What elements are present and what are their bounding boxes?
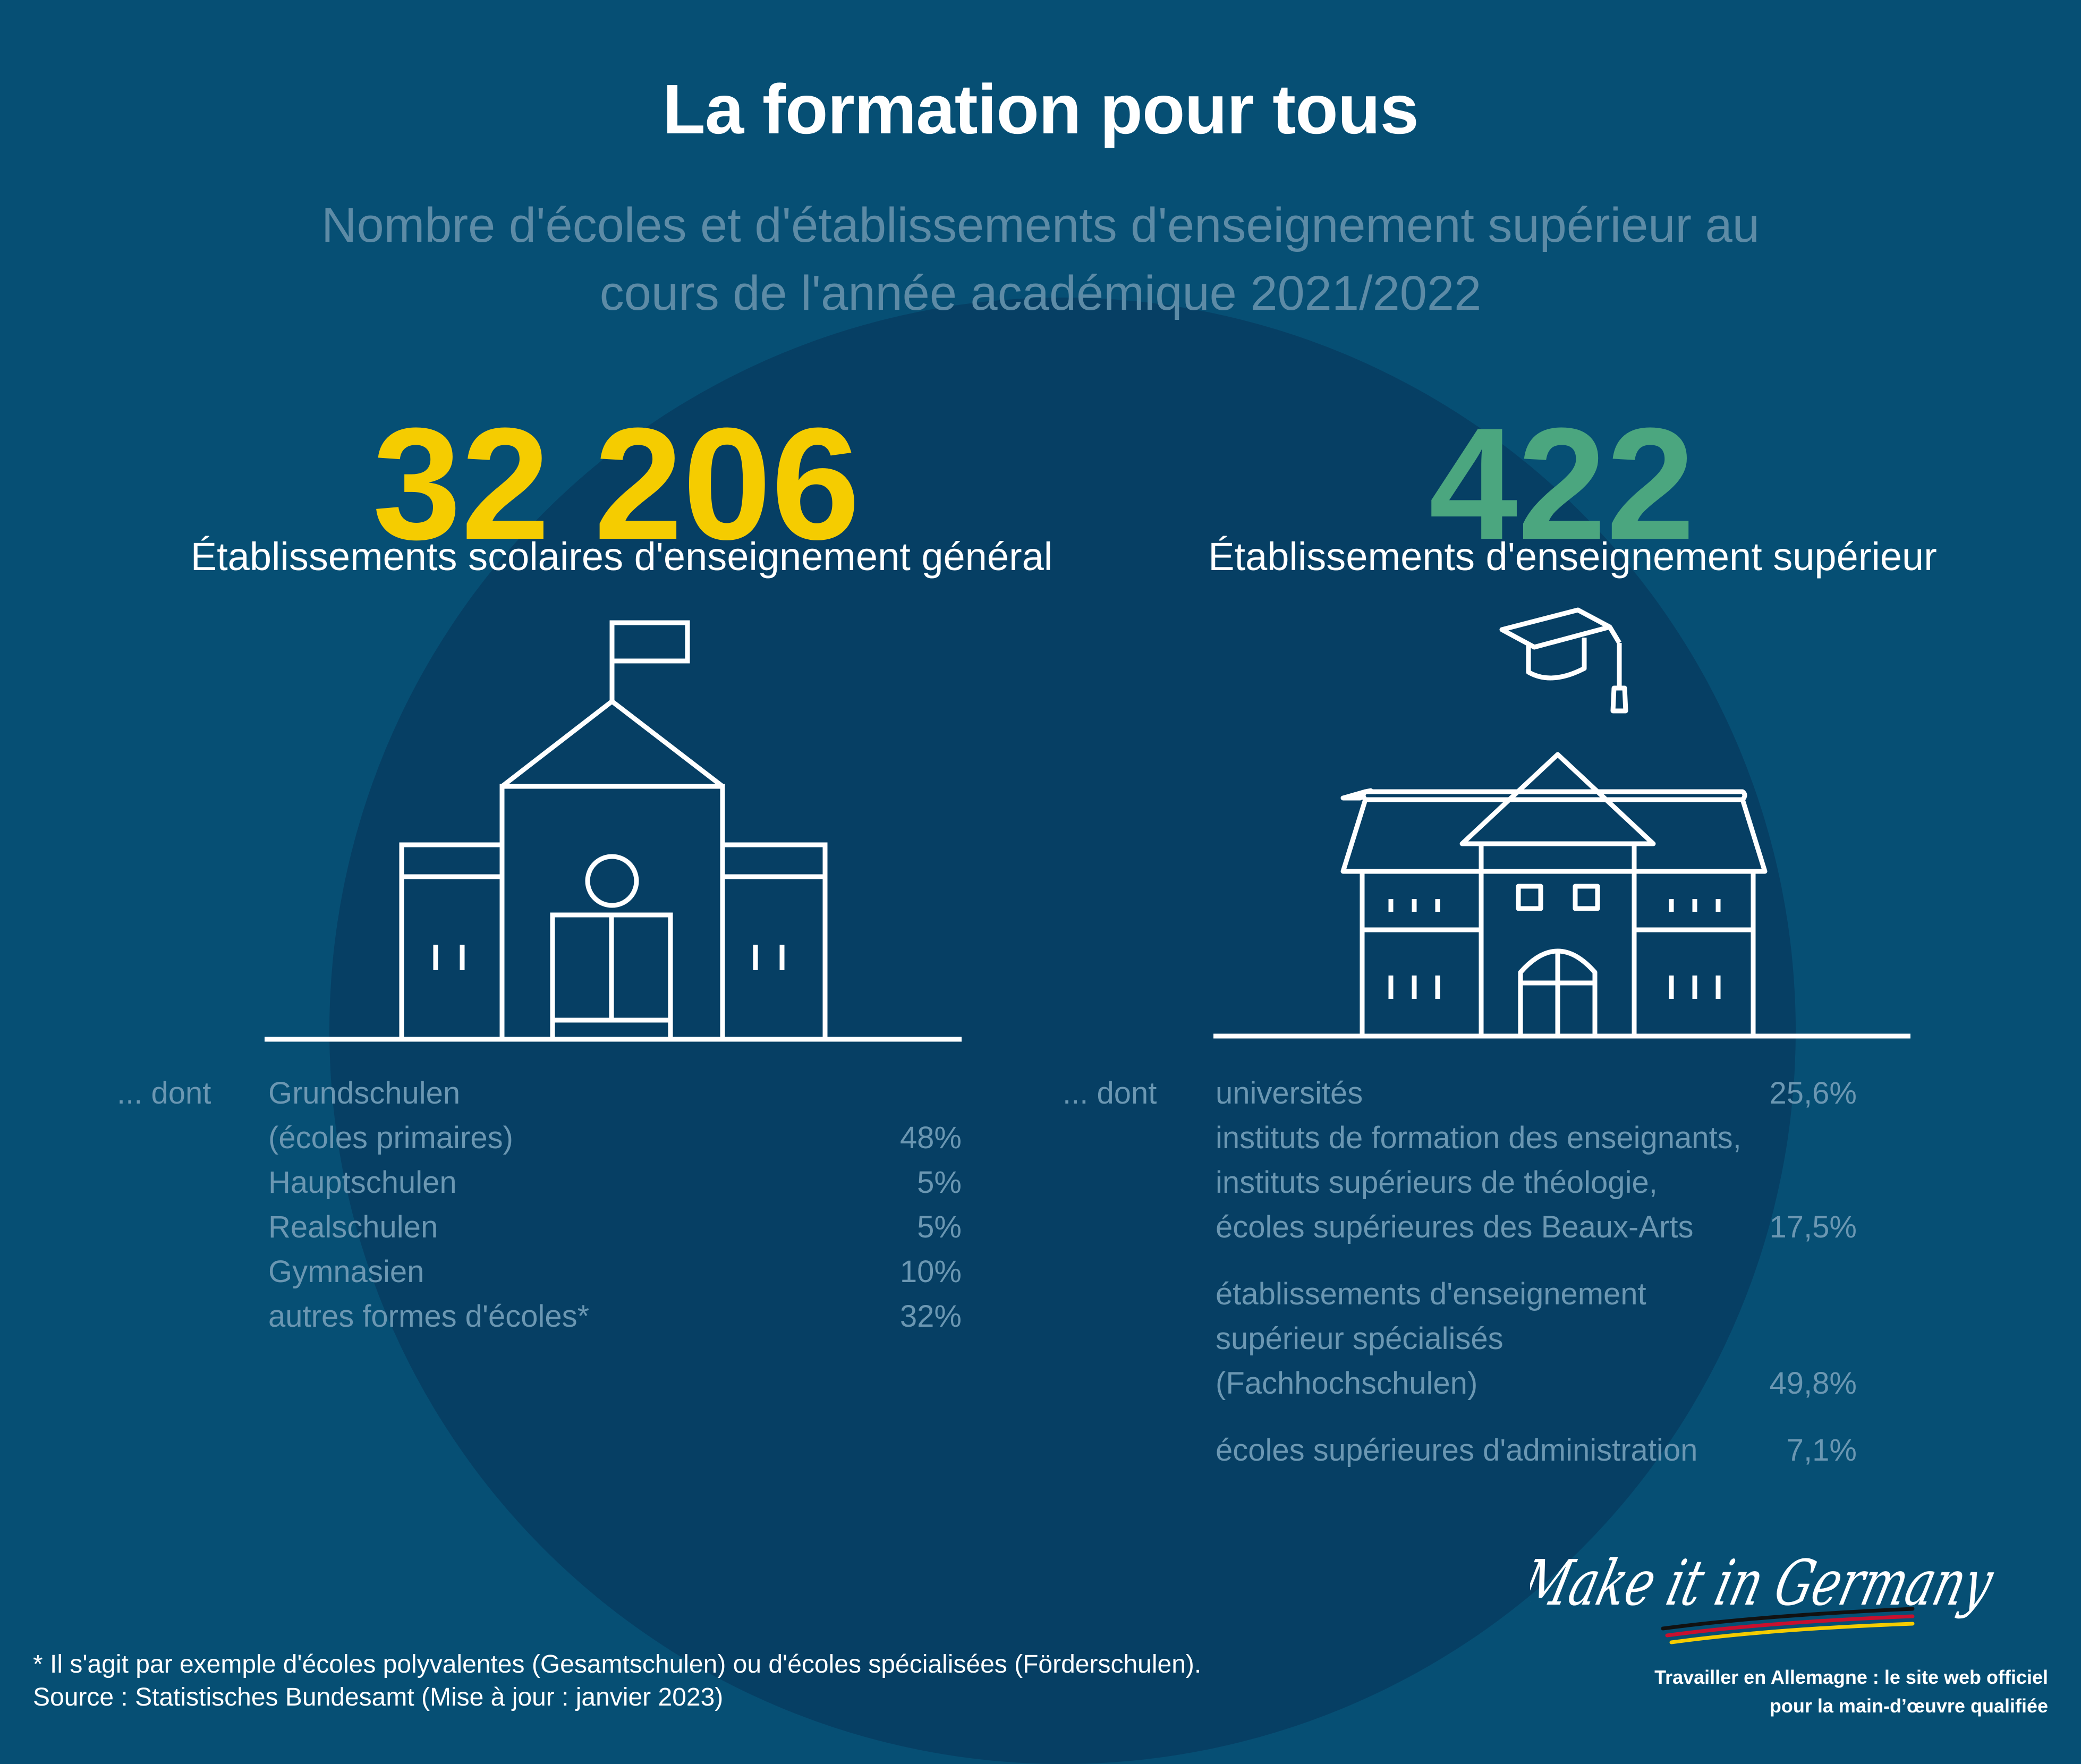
higher-item-label: instituts de formation des enseignants,	[1216, 1121, 1742, 1155]
higher-breakdown: ... dont universités 25,6% instituts de …	[1009, 1071, 1913, 1475]
subtitle-line-1: Nombre d'écoles et d'établissements d'en…	[321, 198, 1760, 252]
higher-total: 422	[1429, 394, 1695, 573]
schools-category-label: Établissements scolaires d'enseignement …	[190, 535, 1053, 579]
background-circle	[329, 298, 1796, 1764]
schools-item-value: 10%	[899, 1254, 962, 1289]
university-building-icon	[1213, 607, 1910, 1039]
higher-item-value: 49,8%	[1769, 1366, 1857, 1401]
school-building-icon	[265, 620, 962, 1042]
higher-item-value: 25,6%	[1769, 1076, 1857, 1110]
schools-breakdown: ... dont Grundschulen (écoles primaires)…	[0, 1071, 972, 1347]
subtitle-line-2: cours de l'année académique 2021/2022	[599, 266, 1482, 320]
higher-item-label: universités	[1216, 1076, 1363, 1110]
schools-total: 32 206	[372, 394, 860, 573]
page-title: La formation pour tous	[662, 70, 1419, 148]
brand-tagline: Travailler en Allemagne : le site web of…	[1411, 1663, 2048, 1720]
higher-category-label: Établissements d'enseignement supérieur	[1208, 535, 1937, 579]
schools-item-label: Realschulen	[268, 1210, 438, 1244]
higher-item-label: écoles supérieures d'administration	[1216, 1433, 1698, 1468]
schools-item-value: 5%	[917, 1210, 962, 1244]
schools-item-label: Grundschulen	[268, 1076, 461, 1110]
footnote: * Il s'agit par exemple d'écoles polyval…	[33, 1648, 1414, 1714]
subtitle: Nombre d'écoles et d'établissements d'en…	[0, 191, 2081, 327]
schools-item-value: 5%	[917, 1165, 962, 1200]
higher-item-value: 7,1%	[1786, 1433, 1857, 1468]
brand-tagline-line-2: pour la main-d’œuvre qualifiée	[1769, 1695, 2048, 1717]
logo-script: Make it in Germany	[1530, 1547, 2001, 1620]
higher-item-label: établissements d'enseignement	[1216, 1277, 1646, 1311]
schools-item-label: autres formes d'écoles*	[268, 1299, 590, 1334]
higher-item-label: supérieur spécialisés	[1216, 1321, 1504, 1356]
schools-item-label: Gymnasien	[268, 1254, 424, 1289]
schools-item-value: 48%	[899, 1121, 962, 1155]
schools-dont-label: ... dont	[117, 1076, 211, 1110]
schools-item-value: 32%	[899, 1299, 962, 1334]
source-line: Source : Statistisches Bundesamt (Mise à…	[33, 1683, 724, 1711]
higher-item-value: 17,5%	[1769, 1210, 1857, 1244]
higher-dont-label: ... dont	[1063, 1076, 1157, 1110]
higher-item-label: écoles supérieures des Beaux-Arts	[1216, 1210, 1694, 1244]
higher-item-label: instituts supérieurs de théologie,	[1216, 1165, 1658, 1200]
brand-tagline-line-1: Travailler en Allemagne : le site web of…	[1654, 1666, 2048, 1688]
schools-item-label: Hauptschulen	[268, 1165, 457, 1200]
higher-item-label: (Fachhochschulen)	[1216, 1366, 1478, 1401]
footnote-line-1: * Il s'agit par exemple d'écoles polyval…	[33, 1650, 1202, 1678]
schools-item-label: (écoles primaires)	[268, 1121, 513, 1155]
make-it-in-germany-logo: Make it in Germany	[1530, 1547, 2001, 1644]
